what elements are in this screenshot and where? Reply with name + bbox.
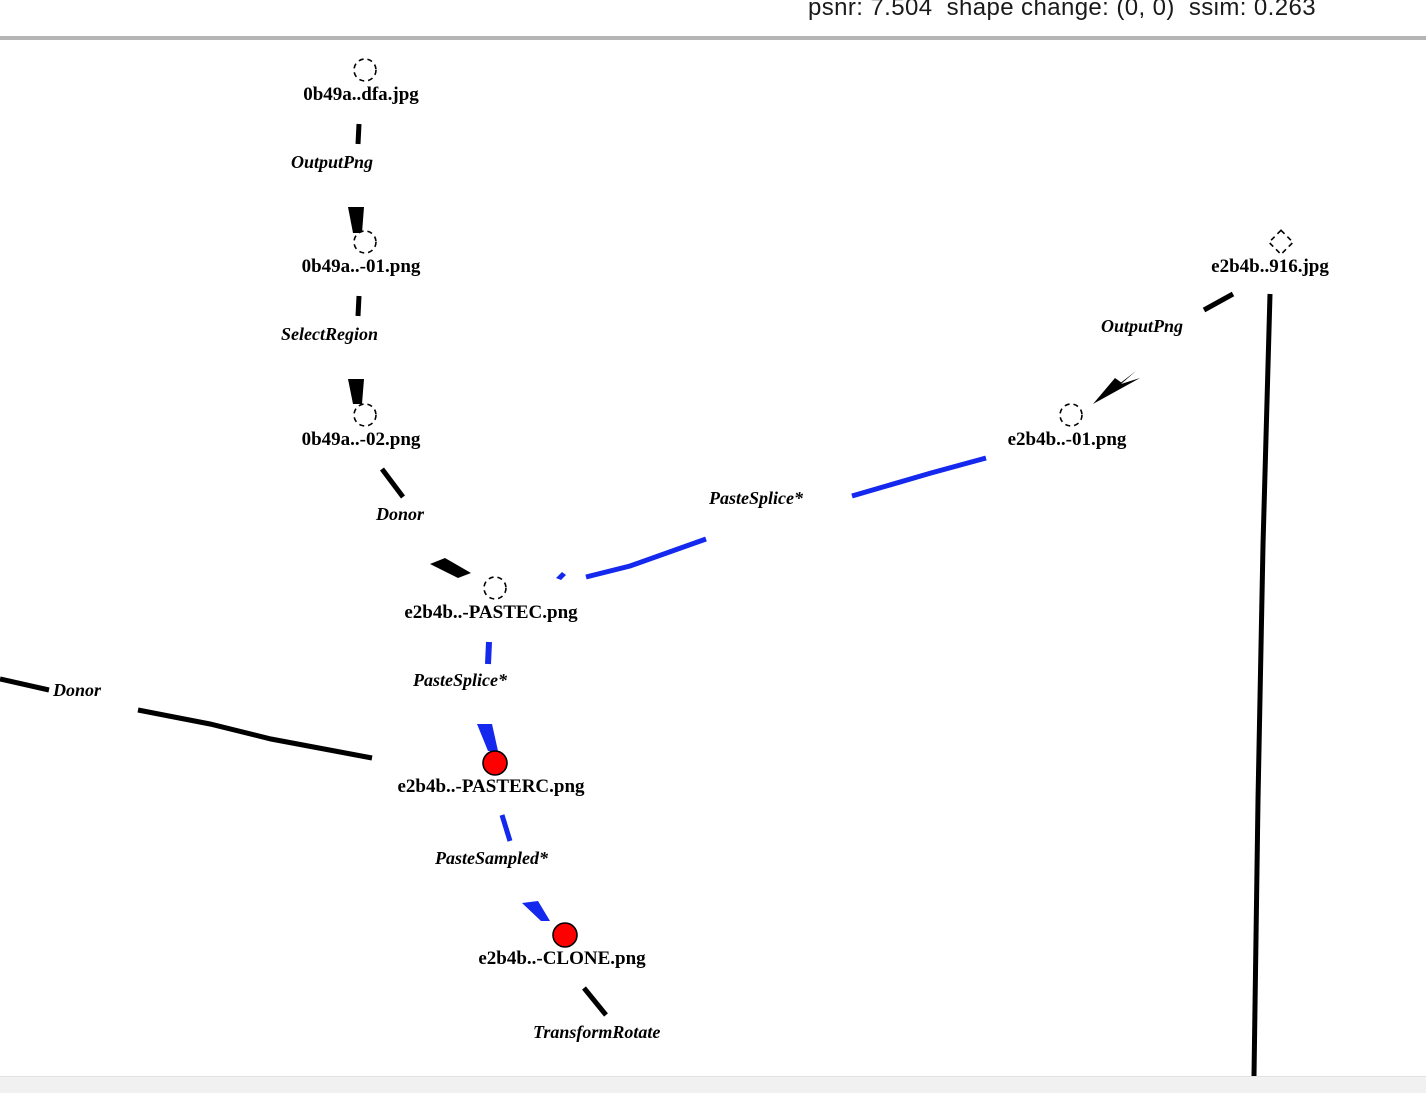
horizontal-scrollbar-track[interactable] [0, 1076, 1426, 1093]
node-label: 0b49a..dfa.jpg [303, 84, 419, 105]
red-circle-icon [552, 922, 578, 948]
dashed-circle-icon [353, 403, 377, 427]
node-label: e2b4b..-01.png [1008, 429, 1127, 450]
edge-pastesplice-2[interactable]: PasteSplice* [412, 641, 508, 751]
dashed-circle-icon [1059, 403, 1083, 427]
edge-label-pastesampled[interactable]: PasteSampled* [434, 848, 549, 868]
edge-label-pastesplice-1[interactable]: PasteSplice* [708, 488, 804, 508]
node-0b49a-02-png[interactable]: 0b49a..-02.png [302, 403, 421, 450]
node-e2b4b-01-png[interactable]: e2b4b..-01.png [1008, 403, 1127, 450]
node-label: e2b4b..-PASTERC.png [397, 776, 585, 797]
edge-pastesplice-1[interactable]: PasteSplice* [556, 455, 987, 580]
edge-outputpng-2[interactable]: OutputPng [1093, 291, 1235, 404]
edge-selectregion[interactable]: SelectRegion [281, 295, 378, 404]
node-label: 0b49a..-01.png [302, 256, 421, 277]
node-label: e2b4b..916.jpg [1211, 256, 1329, 277]
edge-label-selectregion[interactable]: SelectRegion [281, 324, 378, 344]
node-label: 0b49a..-02.png [302, 429, 421, 450]
edge-label-outputpng-1[interactable]: OutputPng [291, 152, 373, 172]
metrics-readout: psnr: 7.504 shape change: (0, 0) ssim: 0… [807, 0, 1316, 21]
edge-transformrotate[interactable]: TransformRotate [533, 986, 660, 1042]
node-label: e2b4b..-CLONE.png [478, 948, 646, 969]
edge-outputpng-1[interactable]: OutputPng [291, 123, 373, 233]
node-e2b4b-pasterc-png[interactable]: e2b4b..-PASTERC.png [397, 750, 585, 797]
edge-donor-1[interactable]: Donor [375, 467, 471, 578]
node-0b49a-dfa-jpg[interactable]: 0b49a..dfa.jpg [303, 58, 419, 105]
dashed-circle-icon [353, 58, 377, 82]
node-e2b4b-pastec-png[interactable]: e2b4b..-PASTEC.png [404, 576, 578, 623]
dashed-diamond-icon [1267, 229, 1295, 256]
node-0b49a-01-png[interactable]: 0b49a..-01.png [302, 230, 421, 277]
edge-label-pastesplice-2[interactable]: PasteSplice* [412, 670, 508, 690]
node-e2b4b-clone-png[interactable]: e2b4b..-CLONE.png [478, 922, 646, 969]
edge-label-donor-2[interactable]: Donor [52, 680, 102, 700]
node-label: e2b4b..-PASTEC.png [404, 602, 578, 623]
node-e2b4b-916-jpg[interactable]: e2b4b..916.jpg [1211, 229, 1329, 277]
edge-pastesampled[interactable]: PasteSampled* [434, 814, 550, 921]
dashed-circle-icon [353, 230, 377, 254]
status-bar: psnr: 7.504 shape change: (0, 0) ssim: 0… [0, 0, 1426, 36]
edge-label-donor-1[interactable]: Donor [375, 504, 425, 524]
status-divider [0, 36, 1426, 40]
red-circle-icon [482, 750, 508, 776]
dashed-circle-icon [483, 576, 507, 600]
edge-donor-2[interactable]: Donor [0, 676, 373, 761]
edge-label-outputpng-2[interactable]: OutputPng [1101, 316, 1183, 336]
edge-label-transformrotate[interactable]: TransformRotate [533, 1022, 660, 1042]
edge-long-vertical[interactable] [1251, 293, 1273, 1076]
